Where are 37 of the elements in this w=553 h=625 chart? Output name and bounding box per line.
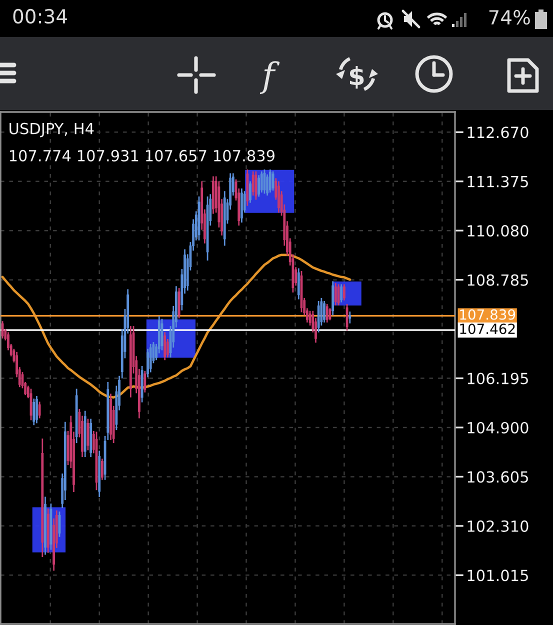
candlestick	[317, 300, 320, 332]
y-tick-label: 102.310	[468, 520, 528, 532]
candlestick	[278, 181, 280, 213]
candlestick	[249, 181, 252, 203]
candlestick	[144, 370, 146, 392]
candlestick	[348, 312, 352, 324]
text: 74%	[489, 10, 530, 25]
y-tick-label: 101.015	[468, 570, 528, 582]
candlestick	[340, 284, 343, 302]
candlestick	[254, 171, 258, 200]
candlestick	[258, 175, 260, 197]
text: 00:34	[13, 8, 67, 24]
y-tick-label: 104.900	[468, 422, 528, 434]
candlestick	[36, 396, 38, 424]
ref-line-label: 107.462	[460, 324, 515, 334]
y-tick-label: 106.195	[468, 372, 528, 384]
y-tick-label: 108.785	[468, 274, 528, 286]
candlestick	[260, 171, 263, 193]
y-tick-label: 112.670	[468, 126, 528, 138]
candlestick	[178, 288, 180, 318]
y-tick-label: 111.375	[468, 176, 528, 188]
candlestick	[334, 283, 337, 306]
text: 107.774 107.931 107.657 107.839	[10, 150, 274, 162]
y-tick-label: 103.605	[468, 471, 528, 483]
y-tick-label: 110.080	[468, 225, 528, 237]
candlestick	[323, 300, 326, 323]
candlestick	[252, 171, 254, 196]
candlestick	[38, 402, 41, 418]
candlestick	[342, 284, 346, 300]
ref-line-label: 107.839	[460, 309, 516, 320]
text: USDJPY, H4	[10, 122, 94, 138]
candlestick	[32, 398, 36, 426]
candlestick	[297, 268, 300, 300]
candlestick	[164, 332, 166, 360]
candlestick	[100, 458, 104, 480]
candlestick	[268, 169, 272, 193]
candlestick	[326, 304, 328, 323]
